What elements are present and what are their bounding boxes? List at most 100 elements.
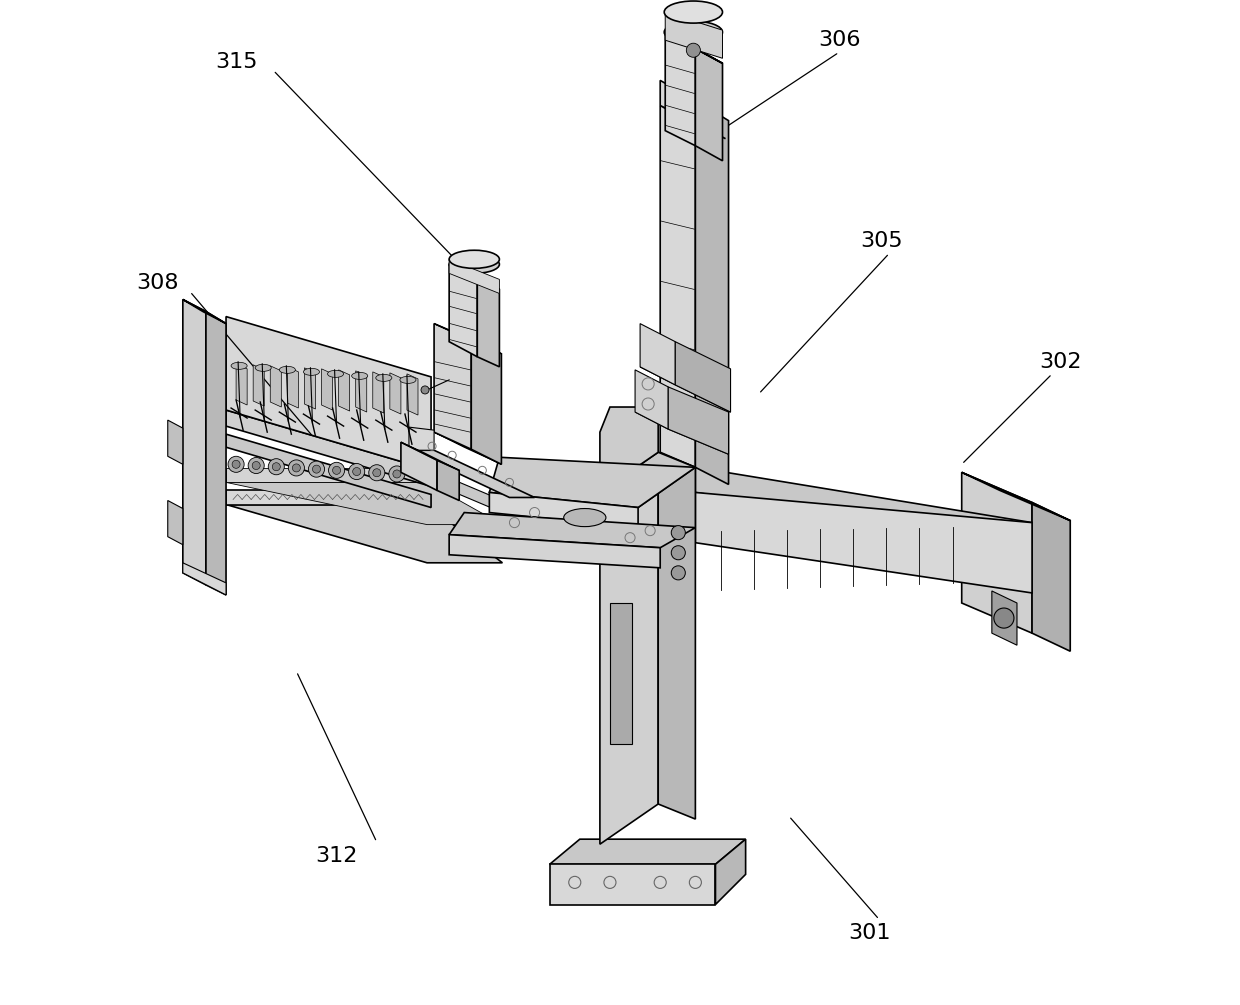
- Polygon shape: [206, 312, 226, 595]
- Polygon shape: [600, 452, 658, 844]
- Circle shape: [232, 460, 241, 468]
- Circle shape: [332, 466, 341, 474]
- Polygon shape: [226, 468, 427, 482]
- Circle shape: [273, 462, 280, 470]
- Polygon shape: [471, 340, 501, 464]
- Polygon shape: [226, 505, 502, 563]
- Polygon shape: [270, 366, 281, 407]
- Circle shape: [671, 566, 686, 580]
- Text: 312: 312: [315, 846, 358, 866]
- Polygon shape: [660, 80, 696, 467]
- Polygon shape: [449, 264, 500, 289]
- Polygon shape: [182, 299, 206, 585]
- Polygon shape: [436, 460, 459, 500]
- Ellipse shape: [352, 372, 368, 379]
- Polygon shape: [696, 467, 1032, 543]
- Ellipse shape: [665, 21, 723, 43]
- Circle shape: [671, 546, 686, 560]
- Circle shape: [312, 465, 320, 473]
- Polygon shape: [167, 420, 182, 464]
- Polygon shape: [962, 472, 1032, 633]
- Circle shape: [393, 470, 401, 478]
- Polygon shape: [182, 299, 226, 324]
- Circle shape: [671, 526, 686, 540]
- Polygon shape: [401, 442, 459, 470]
- Polygon shape: [676, 342, 730, 412]
- Polygon shape: [962, 472, 1070, 521]
- Polygon shape: [660, 106, 725, 139]
- Polygon shape: [409, 427, 434, 450]
- Polygon shape: [658, 452, 696, 819]
- Polygon shape: [477, 279, 500, 367]
- Polygon shape: [253, 365, 264, 406]
- Text: 308: 308: [136, 273, 179, 293]
- Ellipse shape: [449, 250, 500, 268]
- Polygon shape: [665, 32, 723, 63]
- Polygon shape: [321, 369, 332, 410]
- Polygon shape: [696, 100, 729, 484]
- Polygon shape: [490, 492, 639, 528]
- Polygon shape: [668, 387, 729, 454]
- Circle shape: [368, 464, 384, 480]
- Text: 302: 302: [1039, 352, 1081, 372]
- Circle shape: [248, 457, 264, 473]
- Polygon shape: [226, 434, 432, 508]
- Polygon shape: [389, 373, 401, 414]
- Circle shape: [348, 463, 365, 479]
- Ellipse shape: [231, 362, 247, 370]
- Polygon shape: [226, 482, 502, 525]
- Polygon shape: [288, 367, 299, 408]
- Polygon shape: [449, 513, 696, 548]
- Circle shape: [293, 464, 300, 472]
- Circle shape: [994, 608, 1014, 628]
- Ellipse shape: [665, 1, 723, 23]
- Polygon shape: [434, 324, 501, 354]
- Polygon shape: [434, 324, 471, 449]
- Circle shape: [329, 462, 345, 478]
- Polygon shape: [549, 839, 745, 864]
- Polygon shape: [640, 324, 676, 385]
- Circle shape: [252, 461, 260, 469]
- Text: 305: 305: [861, 231, 903, 251]
- Polygon shape: [635, 412, 729, 454]
- Polygon shape: [167, 500, 182, 545]
- Text: 315: 315: [215, 52, 258, 72]
- Ellipse shape: [449, 255, 500, 273]
- Ellipse shape: [376, 374, 392, 381]
- Circle shape: [309, 461, 325, 477]
- Polygon shape: [696, 48, 723, 161]
- Circle shape: [268, 458, 284, 474]
- Polygon shape: [696, 492, 1032, 593]
- Circle shape: [686, 43, 701, 57]
- Polygon shape: [1032, 502, 1070, 651]
- Ellipse shape: [564, 509, 606, 527]
- Circle shape: [289, 460, 305, 476]
- Polygon shape: [401, 442, 436, 490]
- Polygon shape: [356, 371, 367, 412]
- Polygon shape: [665, 12, 723, 58]
- Polygon shape: [305, 368, 315, 409]
- Text: 306: 306: [818, 30, 861, 50]
- Circle shape: [389, 466, 405, 482]
- Circle shape: [422, 386, 429, 394]
- Polygon shape: [432, 470, 502, 513]
- Ellipse shape: [401, 376, 415, 384]
- Ellipse shape: [255, 364, 272, 372]
- Polygon shape: [226, 410, 432, 486]
- Polygon shape: [665, 32, 696, 146]
- Polygon shape: [490, 457, 696, 508]
- Ellipse shape: [327, 370, 343, 377]
- Polygon shape: [434, 432, 501, 464]
- Polygon shape: [715, 839, 745, 904]
- Polygon shape: [449, 264, 477, 357]
- Polygon shape: [236, 364, 247, 405]
- Polygon shape: [226, 317, 432, 470]
- Polygon shape: [373, 372, 384, 413]
- Text: 301: 301: [848, 923, 890, 943]
- Polygon shape: [449, 535, 660, 568]
- Circle shape: [228, 456, 244, 472]
- Polygon shape: [600, 407, 658, 492]
- Polygon shape: [409, 450, 534, 497]
- Polygon shape: [449, 259, 500, 293]
- Polygon shape: [640, 367, 730, 412]
